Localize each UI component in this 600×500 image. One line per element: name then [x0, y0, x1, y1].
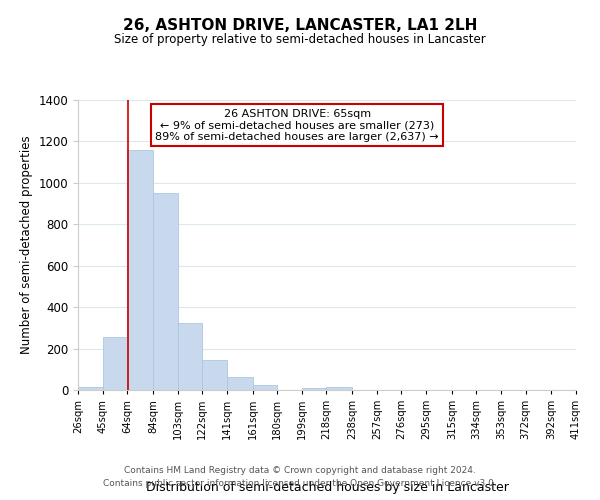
Bar	[127, 150, 153, 390]
Bar	[302, 388, 326, 390]
Bar	[202, 360, 227, 390]
Bar	[78, 387, 103, 390]
Bar	[227, 376, 253, 390]
Text: Size of property relative to semi-detached houses in Lancaster: Size of property relative to semi-detach…	[114, 32, 486, 46]
Bar	[153, 193, 178, 390]
Bar	[253, 385, 277, 390]
Bar	[103, 337, 127, 390]
Text: 26, ASHTON DRIVE, LANCASTER, LA1 2LH: 26, ASHTON DRIVE, LANCASTER, LA1 2LH	[123, 18, 477, 32]
Text: 26 ASHTON DRIVE: 65sqm
← 9% of semi-detached houses are smaller (273)
89% of sem: 26 ASHTON DRIVE: 65sqm ← 9% of semi-deta…	[155, 108, 439, 142]
Text: Contains HM Land Registry data © Crown copyright and database right 2024.
Contai: Contains HM Land Registry data © Crown c…	[103, 466, 497, 487]
Bar	[326, 387, 352, 390]
Y-axis label: Number of semi-detached properties: Number of semi-detached properties	[20, 136, 33, 354]
Bar	[178, 322, 202, 390]
X-axis label: Distribution of semi-detached houses by size in Lancaster: Distribution of semi-detached houses by …	[146, 481, 508, 494]
